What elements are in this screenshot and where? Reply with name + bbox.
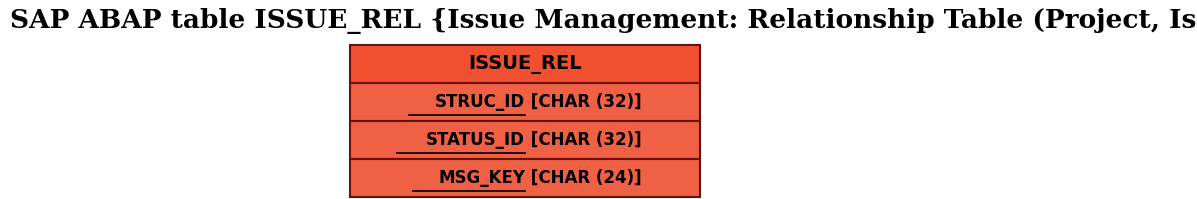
Text: STRUC_ID: STRUC_ID (435, 93, 525, 111)
Text: MSG_KEY: MSG_KEY (438, 169, 525, 187)
Text: STATUS_ID: STATUS_ID (426, 131, 525, 149)
Bar (350, 83, 700, 121)
Text: [CHAR (32)]: [CHAR (32)] (525, 93, 642, 111)
Text: ISSUE_REL: ISSUE_REL (468, 55, 582, 73)
Bar (350, 45, 700, 83)
Text: STRUC_ID: STRUC_ID (435, 93, 525, 111)
Text: MSG_KEY: MSG_KEY (438, 169, 525, 187)
Bar (350, 121, 700, 159)
Text: [CHAR (24)]: [CHAR (24)] (525, 169, 642, 187)
Text: STATUS_ID: STATUS_ID (426, 131, 525, 149)
Text: [CHAR (32)]: [CHAR (32)] (525, 131, 642, 149)
Bar (350, 159, 700, 197)
Text: SAP ABAP table ISSUE_REL {Issue Management: Relationship Table (Project, Issue)}: SAP ABAP table ISSUE_REL {Issue Manageme… (10, 8, 1197, 34)
